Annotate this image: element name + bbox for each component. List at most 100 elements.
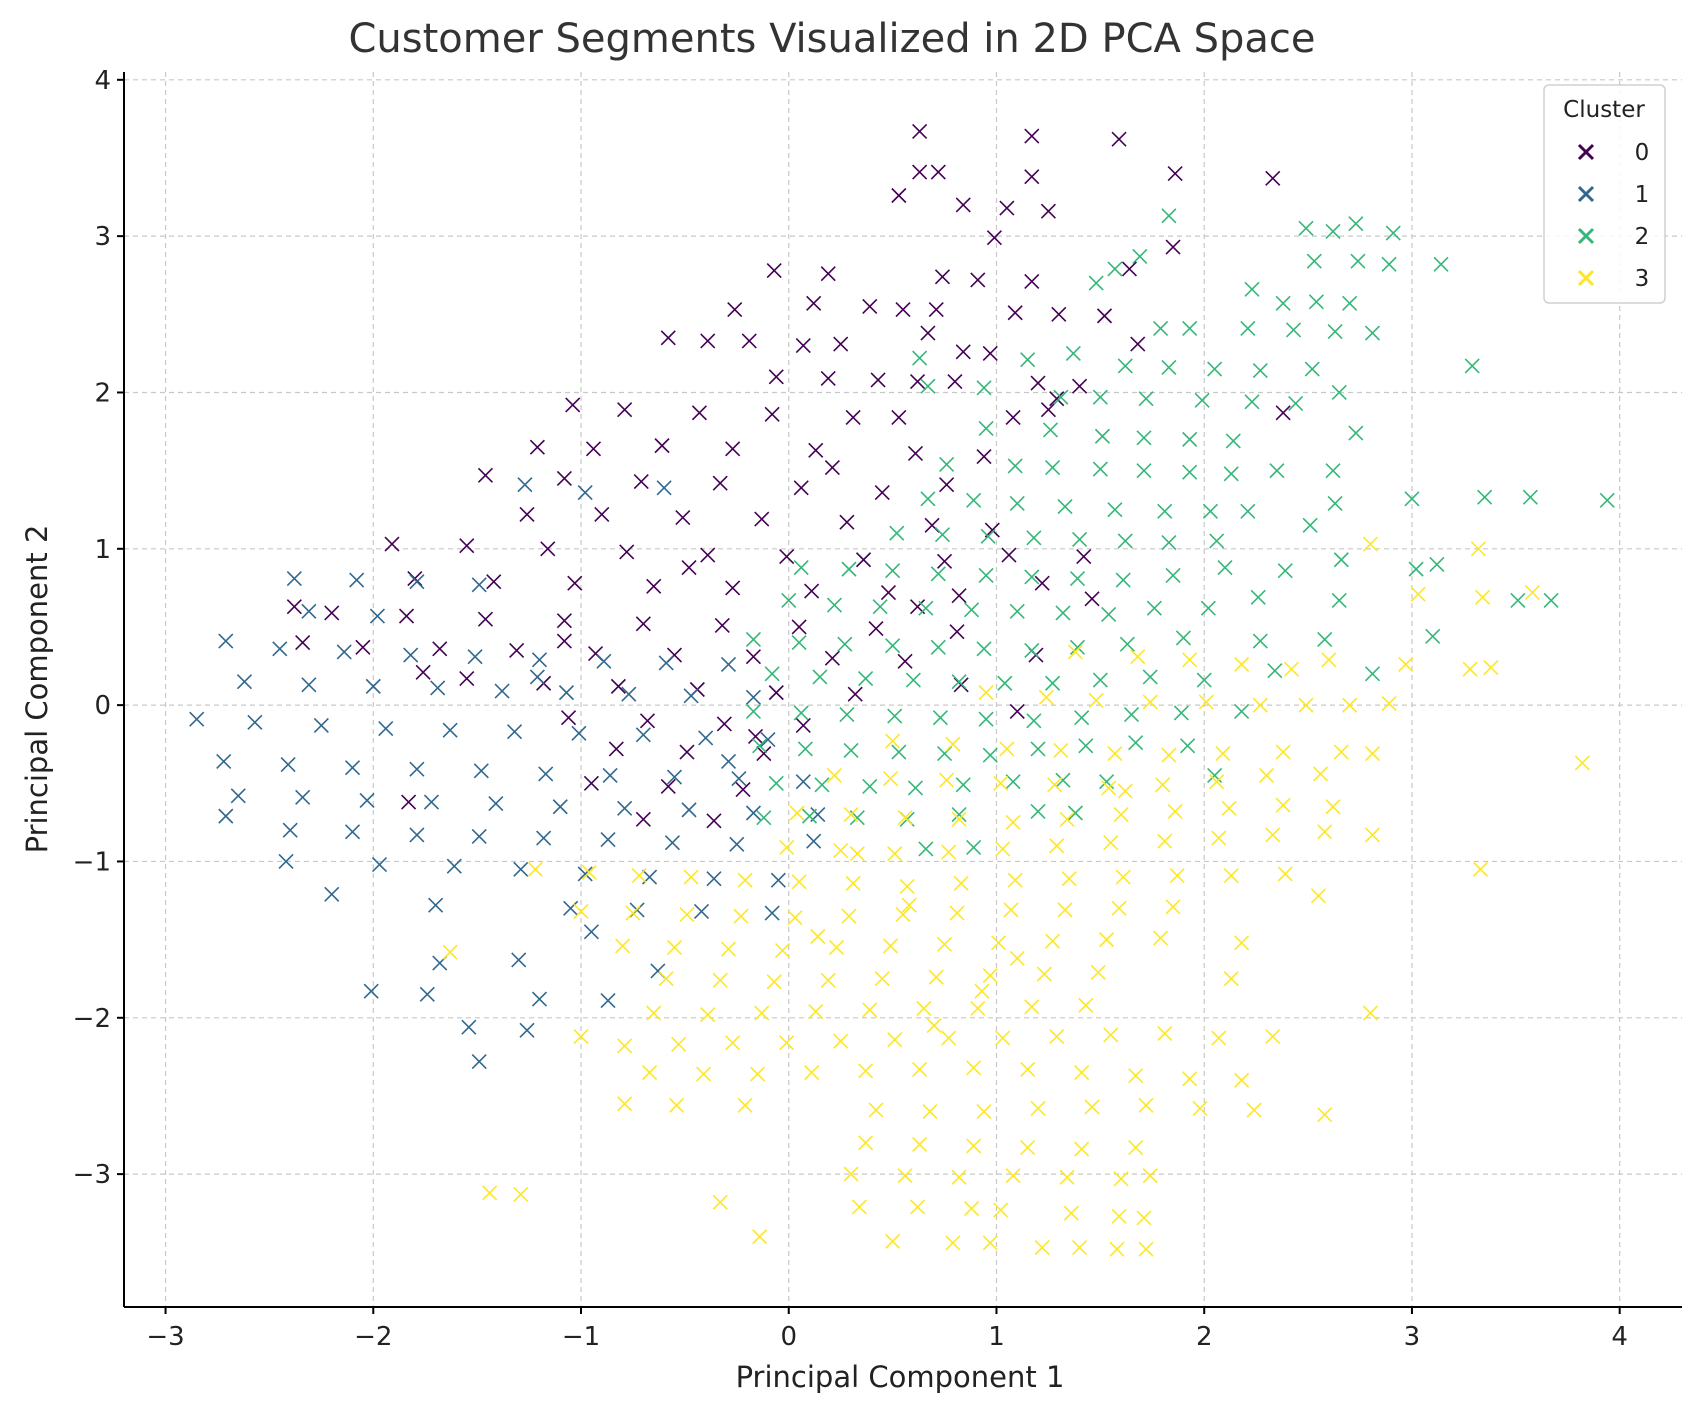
data-point-cluster-3 <box>1049 838 1065 854</box>
data-point-cluster-2 <box>1348 216 1364 232</box>
data-point-cluster-3 <box>683 869 699 885</box>
data-point-cluster-2 <box>918 841 934 857</box>
data-point-cluster-2 <box>1240 320 1256 336</box>
data-point-cluster-3 <box>754 1005 770 1021</box>
data-point-cluster-3 <box>1059 1169 1075 1185</box>
data-point-cluster-2 <box>1302 517 1318 533</box>
y-tick-label: −1 <box>73 847 111 877</box>
data-point-cluster-2 <box>1055 605 1071 621</box>
data-point-cluster-2 <box>1067 805 1083 821</box>
data-point-cluster-3 <box>845 875 861 891</box>
data-point-cluster-1 <box>720 656 737 673</box>
data-point-cluster-3 <box>1321 652 1337 668</box>
data-point-cluster-0 <box>895 302 911 318</box>
data-point-cluster-2 <box>1136 463 1152 479</box>
data-point-cluster-2 <box>1092 461 1108 477</box>
legend-marker-cluster-1 <box>1577 185 1595 203</box>
x-tick-label: 3 <box>1404 1322 1421 1352</box>
data-point-cluster-3 <box>1084 1099 1100 1115</box>
data-point-cluster-0 <box>617 402 633 418</box>
data-point-cluster-3 <box>1072 1240 1088 1256</box>
data-point-cluster-2 <box>905 672 921 688</box>
data-point-cluster-3 <box>1090 964 1106 981</box>
data-point-cluster-0 <box>384 536 400 552</box>
data-point-cluster-3 <box>720 941 737 957</box>
data-point-cluster-3 <box>897 1168 913 1184</box>
data-point-cluster-3 <box>808 1003 824 1020</box>
data-point-cluster-3 <box>1111 900 1127 916</box>
data-point-cluster-3 <box>669 1097 685 1113</box>
series-cluster-3 <box>442 536 1590 1257</box>
data-point-cluster-2 <box>982 747 998 763</box>
data-point-cluster-3 <box>1312 766 1329 782</box>
data-point-cluster-2 <box>1138 391 1154 407</box>
data-point-cluster-2 <box>797 741 813 757</box>
data-point-cluster-3 <box>1009 950 1025 966</box>
data-point-cluster-1 <box>467 649 483 665</box>
data-point-cluster-3 <box>1223 867 1239 884</box>
data-point-cluster-3 <box>895 907 911 923</box>
data-point-cluster-2 <box>1348 425 1364 441</box>
data-point-cluster-3 <box>1398 656 1414 673</box>
data-point-cluster-2 <box>781 592 797 608</box>
data-point-cluster-2 <box>1599 492 1615 508</box>
data-point-cluster-2 <box>912 350 928 366</box>
data-point-cluster-2 <box>978 420 994 436</box>
data-point-cluster-2 <box>1107 502 1123 518</box>
data-point-cluster-2 <box>1364 325 1381 341</box>
data-point-cluster-3 <box>1252 697 1268 713</box>
data-point-cluster-2 <box>858 670 874 687</box>
data-point-cluster-2 <box>1045 675 1061 691</box>
data-point-cluster-0 <box>912 123 928 139</box>
data-point-cluster-0 <box>725 441 741 457</box>
data-point-cluster-3 <box>1470 541 1486 557</box>
data-point-cluster-1 <box>378 721 394 737</box>
data-point-cluster-1 <box>764 905 780 921</box>
data-point-cluster-0 <box>679 744 695 760</box>
data-point-cluster-3 <box>970 1000 986 1016</box>
data-point-cluster-3 <box>899 878 915 895</box>
data-point-cluster-3 <box>1057 902 1073 918</box>
data-point-cluster-2 <box>1173 705 1189 721</box>
data-point-cluster-2 <box>1331 384 1347 401</box>
data-point-cluster-2 <box>1252 363 1268 379</box>
data-point-cluster-3 <box>1007 872 1023 888</box>
data-point-cluster-0 <box>1030 375 1046 391</box>
data-point-cluster-2 <box>1026 713 1042 729</box>
data-point-cluster-2 <box>966 839 982 855</box>
data-point-cluster-3 <box>1128 1139 1144 1156</box>
data-point-cluster-1 <box>666 769 683 785</box>
data-point-cluster-0 <box>855 552 872 568</box>
data-point-cluster-0 <box>880 585 897 601</box>
data-point-cluster-1 <box>430 680 446 696</box>
data-point-cluster-3 <box>1005 814 1021 830</box>
data-point-cluster-1 <box>600 993 616 1009</box>
data-point-cluster-2 <box>976 380 992 396</box>
legend-marker-cluster-3 <box>1577 269 1595 287</box>
data-point-cluster-3 <box>897 810 913 826</box>
data-point-cluster-1 <box>602 767 618 784</box>
data-point-cluster-2 <box>1433 256 1449 272</box>
data-point-cluster-2 <box>768 775 784 791</box>
x-tick-label: −2 <box>354 1322 392 1352</box>
data-point-cluster-1 <box>577 484 593 501</box>
data-point-cluster-0 <box>608 741 624 757</box>
data-point-cluster-2 <box>907 780 924 796</box>
data-point-cluster-0 <box>806 295 822 311</box>
data-point-cluster-3 <box>1053 742 1069 759</box>
data-point-cluster-2 <box>1117 533 1133 549</box>
data-point-cluster-0 <box>486 574 502 590</box>
data-point-cluster-3 <box>1128 1068 1144 1084</box>
data-point-cluster-2 <box>1404 491 1420 507</box>
data-point-cluster-2 <box>1055 772 1071 788</box>
data-point-cluster-3 <box>995 1030 1011 1046</box>
data-point-cluster-0 <box>795 717 811 734</box>
data-point-cluster-0 <box>824 650 840 666</box>
data-point-cluster-1 <box>295 789 311 805</box>
data-point-cluster-1 <box>471 1053 487 1070</box>
data-point-cluster-3 <box>617 1096 633 1112</box>
data-point-cluster-2 <box>1161 359 1177 376</box>
data-point-cluster-3 <box>1524 585 1540 601</box>
data-point-cluster-0 <box>556 470 572 487</box>
data-point-cluster-3 <box>885 733 901 749</box>
